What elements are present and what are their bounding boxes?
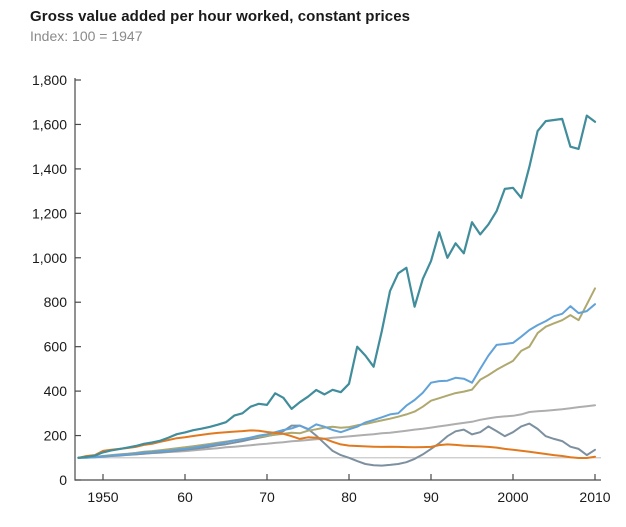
- x-tick-label: 2010: [579, 489, 610, 505]
- series-olive-line: [77, 287, 596, 459]
- y-tick-label: 400: [44, 383, 68, 399]
- y-tick-label: 800: [44, 294, 68, 310]
- y-tick-label: 1,400: [32, 161, 67, 177]
- y-tick-label: 1,000: [32, 250, 67, 266]
- series-light-blue-line: [77, 303, 596, 459]
- x-tick-label: 1950: [87, 489, 118, 505]
- x-tick-label: 70: [259, 489, 275, 505]
- y-tick-label: 200: [44, 428, 68, 444]
- chart-title: Gross value added per hour worked, const…: [30, 8, 411, 25]
- x-tick-label: 60: [177, 489, 193, 505]
- x-tick-label: 80: [341, 489, 357, 505]
- y-tick-label: 0: [59, 472, 67, 488]
- y-tick-label: 1,600: [32, 116, 67, 132]
- y-tick-label: 600: [44, 339, 68, 355]
- series-teal-line: [77, 114, 597, 459]
- x-tick-label: 2000: [497, 489, 528, 505]
- y-tick-label: 1,200: [32, 205, 67, 221]
- series-slate-gray-line: [77, 422, 596, 467]
- series-orange-line: [77, 429, 596, 459]
- y-tick-label: 1,800: [32, 72, 67, 88]
- chart-subtitle: Index: 100 = 1947: [30, 28, 143, 44]
- x-tick-label: 90: [423, 489, 439, 505]
